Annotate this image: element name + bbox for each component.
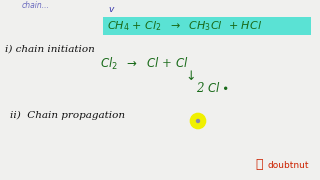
Text: chain...: chain... — [22, 1, 50, 10]
Circle shape — [196, 120, 199, 123]
Text: 2 $Cl\bullet$: 2 $Cl\bullet$ — [196, 81, 228, 95]
Text: doubtnut: doubtnut — [268, 161, 309, 170]
Text: i) chain initiation: i) chain initiation — [5, 45, 95, 54]
Text: ii)  Chain propagation: ii) Chain propagation — [10, 111, 125, 120]
Text: $Cl_2$  $\rightarrow$  $Cl$ + $Cl$: $Cl_2$ $\rightarrow$ $Cl$ + $Cl$ — [100, 56, 188, 72]
Text: ⓓ: ⓓ — [255, 158, 262, 171]
Text: ↓: ↓ — [185, 70, 196, 83]
Circle shape — [190, 114, 205, 129]
Text: $CH_4$ + $Cl_2$  $\rightarrow$  $CH_3Cl$  + $HCl$: $CH_4$ + $Cl_2$ $\rightarrow$ $CH_3Cl$ +… — [107, 19, 262, 33]
Bar — [103, 17, 311, 35]
Text: v: v — [108, 5, 113, 14]
